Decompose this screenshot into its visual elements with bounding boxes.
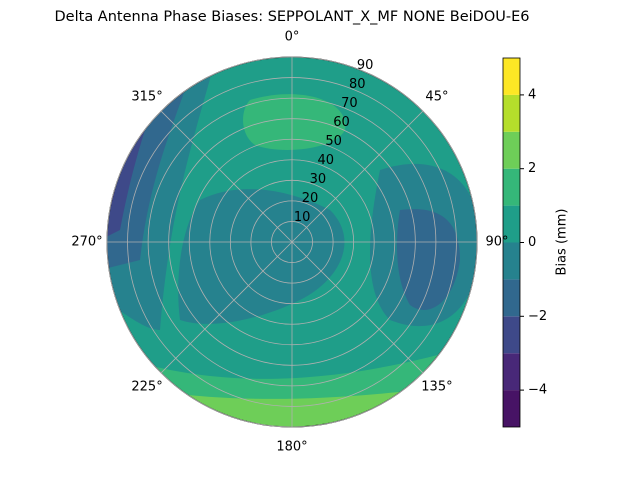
angular-grid-line: [160, 110, 293, 243]
colorbar-tick-label: −2: [528, 309, 547, 324]
colorbar-band: [503, 279, 520, 317]
colorbar-tick-label: 0: [528, 235, 536, 250]
colorbar-band: [503, 94, 520, 132]
contour-region: [397, 209, 460, 310]
angular-grid-line: [160, 241, 293, 374]
radial-tick-label: 10: [294, 210, 311, 225]
colorbar-band: [503, 390, 520, 427]
angular-tick-label: 45°: [425, 90, 448, 105]
colorbar-band: [503, 242, 520, 280]
angular-tick-label: 225°: [131, 379, 162, 394]
colorbar-label: Bias (mm): [555, 209, 570, 276]
colorbar-tick-label: 2: [528, 161, 536, 176]
radial-tick-label: 20: [302, 191, 319, 206]
angular-tick-label: 270°: [71, 235, 102, 250]
contour-region: [178, 189, 345, 324]
colorbar-tick-label: −4: [528, 383, 547, 398]
radial-tick-label: 90: [357, 58, 374, 73]
colorbar-band: [503, 58, 520, 95]
angular-tick-label: 135°: [421, 379, 452, 394]
angular-tick-label: 90°: [485, 235, 508, 250]
colorbar-tick-label: 4: [528, 87, 536, 102]
radial-tick-label: 50: [325, 134, 342, 149]
angular-tick-label: 315°: [131, 90, 162, 105]
colorbar-band: [503, 353, 520, 391]
radial-tick-label: 30: [310, 172, 327, 187]
colorbar: −4 −2 0 2 4: [502, 57, 547, 428]
chart-title: Delta Antenna Phase Biases: SEPPOLANT_X_…: [55, 9, 530, 25]
angular-grid-line: [291, 110, 424, 243]
radial-tick-label: 80: [349, 77, 366, 92]
colorbar-band: [503, 131, 520, 169]
radial-tick-label: 40: [317, 153, 334, 168]
colorbar-band: [503, 316, 520, 354]
radial-tick-label: 70: [341, 96, 358, 111]
angular-tick-label: 0°: [285, 30, 300, 45]
colorbar-band: [503, 168, 520, 206]
radial-tick-label: 60: [333, 115, 350, 130]
contour-region: [243, 94, 346, 150]
angular-tick-label: 180°: [276, 440, 307, 455]
angular-grid-line: [291, 241, 424, 374]
colorbar-band: [503, 205, 520, 243]
